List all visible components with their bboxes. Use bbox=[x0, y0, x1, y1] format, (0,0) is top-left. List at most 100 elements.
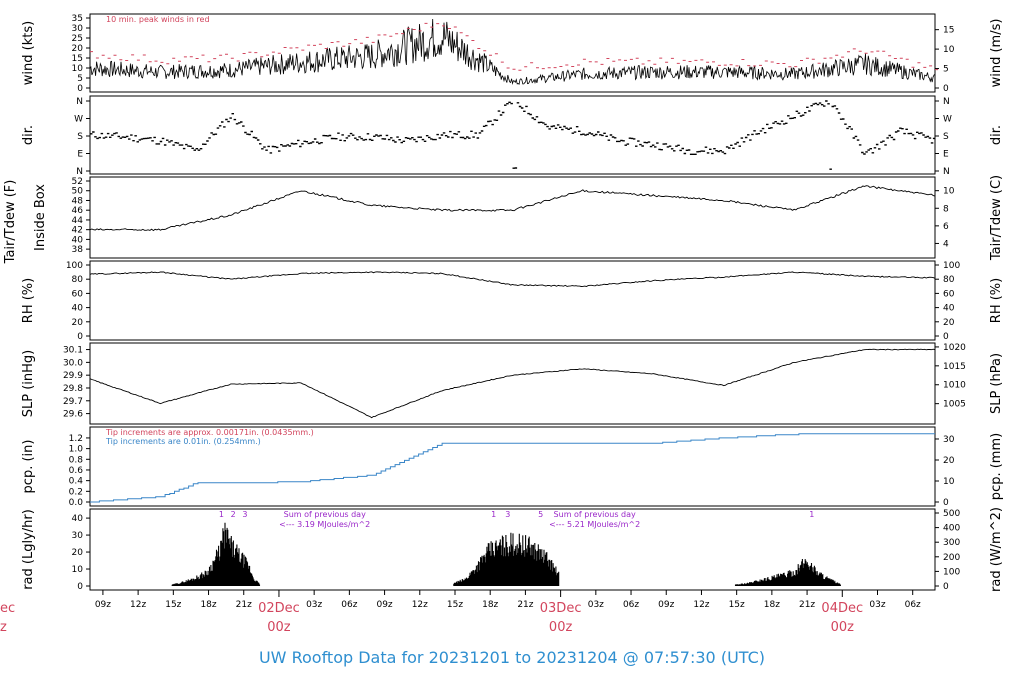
rad-left-tick-label: 0 bbox=[77, 582, 83, 592]
rh-left-tick-label: 60 bbox=[72, 289, 84, 299]
pcp-right-tick-label: 0 bbox=[943, 498, 949, 508]
wind-peak-series bbox=[90, 22, 938, 71]
x-tick-label: 21z bbox=[517, 600, 533, 610]
pcp-right-tick-label: 30 bbox=[943, 435, 955, 445]
pcp-left-tick-label: 0.0 bbox=[69, 498, 84, 508]
x-tick-label: 03z bbox=[869, 600, 885, 610]
pcp-right-tick-label: 20 bbox=[943, 456, 955, 466]
dir-right-tick-label: E bbox=[943, 150, 949, 160]
rad-summary-line1: Sum of previous day bbox=[284, 510, 366, 519]
dir-ylabel-right: dir. bbox=[989, 125, 1004, 145]
wind-right-tick-label: 0 bbox=[943, 84, 949, 94]
panel-frame-wind bbox=[89, 13, 936, 93]
slp-right-tick-label: 1020 bbox=[943, 343, 966, 353]
wind-left-tick-label: 30 bbox=[72, 24, 84, 34]
slp-right-tick-label: 1015 bbox=[943, 362, 966, 372]
rh-right-tick-label: 40 bbox=[943, 304, 955, 314]
wind-left-tick-label: 10 bbox=[72, 64, 84, 74]
rh-ylabel-right: RH (%) bbox=[989, 278, 1004, 323]
temp-ylabel-right: Tair/Tdew (C) bbox=[989, 175, 1004, 261]
x-day-label: 02Dec bbox=[258, 601, 300, 616]
slp-left-tick-label: 29.9 bbox=[63, 371, 83, 381]
rad-summary-line2: <--- 5.21 MJoules/m^2 bbox=[549, 520, 640, 529]
rad-summary-line1: Sum of previous day bbox=[554, 510, 636, 519]
rad-day-marker: 1 bbox=[219, 510, 224, 519]
panel-frame-rh bbox=[89, 260, 936, 341]
slp-ylabel-left: SLP (inHg) bbox=[21, 350, 36, 418]
dir-left-tick-label: N bbox=[76, 97, 83, 107]
slp-left-tick-label: 30.1 bbox=[63, 346, 83, 356]
wind-left-tick-label: 20 bbox=[72, 44, 84, 54]
rad-day-marker: 3 bbox=[242, 510, 247, 519]
rad-right-tick-label: 300 bbox=[943, 538, 960, 548]
rad-right-tick-label: 0 bbox=[943, 582, 949, 592]
rad-left-tick-label: 20 bbox=[72, 548, 84, 558]
temp-left-tick-label: 52 bbox=[72, 177, 83, 187]
x-day-hour-label-cut: z bbox=[0, 620, 7, 635]
rad-day-marker: 3 bbox=[505, 510, 510, 519]
rh-left-tick-label: 80 bbox=[72, 275, 84, 285]
x-day-label: 03Dec bbox=[540, 601, 582, 616]
wind-right-tick-label: 15 bbox=[943, 26, 954, 36]
x-tick-label: 12z bbox=[693, 600, 709, 610]
x-tick-label: 03z bbox=[306, 600, 322, 610]
rh-left-tick-label: 40 bbox=[72, 304, 84, 314]
temp-right-tick-label: 4 bbox=[943, 239, 949, 249]
rh-series bbox=[89, 271, 936, 287]
wind-left-tick-label: 15 bbox=[72, 54, 83, 64]
x-day-hour-label: 00z bbox=[549, 620, 573, 635]
precipitation-series bbox=[90, 433, 935, 503]
wind-right-tick-label: 5 bbox=[943, 65, 949, 75]
dir-right-tick-label: S bbox=[943, 132, 949, 142]
wind-peak-annotation: 10 min. peak winds in red bbox=[106, 15, 210, 24]
wind-left-tick-label: 0 bbox=[77, 84, 83, 94]
rh-right-tick-label: 60 bbox=[943, 289, 955, 299]
pcp-left-tick-label: 1.0 bbox=[69, 445, 84, 455]
pcp-right-tick-label: 10 bbox=[943, 477, 955, 487]
dir-left-tick-label: S bbox=[77, 132, 83, 142]
rh-left-tick-label: 20 bbox=[72, 318, 84, 328]
x-tick-label: 12z bbox=[130, 600, 146, 610]
x-tick-label: 15z bbox=[447, 600, 463, 610]
temp-left-tick-label: 40 bbox=[72, 235, 84, 245]
slp-left-tick-label: 29.8 bbox=[63, 384, 83, 394]
pcp-annotation-red: Tip increments are approx. 0.00171in. (0… bbox=[105, 428, 314, 437]
wind-direction-marks bbox=[90, 100, 936, 170]
x-tick-label: 06z bbox=[341, 600, 357, 610]
temp-left-tick-label: 46 bbox=[72, 206, 84, 216]
temp-left-tick-label: 50 bbox=[72, 187, 84, 197]
temp-right-tick-label: 10 bbox=[943, 187, 955, 197]
temp-right-tick-label: 6 bbox=[943, 222, 949, 232]
x-day-label: 04Dec bbox=[821, 601, 863, 616]
dir-right-tick-label: N bbox=[943, 167, 950, 177]
rad-right-tick-label: 500 bbox=[943, 509, 960, 519]
wind-right-tick-label: 10 bbox=[943, 45, 955, 55]
rad-right-tick-label: 200 bbox=[943, 553, 960, 563]
temp-series bbox=[89, 185, 936, 232]
x-tick-label: 18z bbox=[764, 600, 780, 610]
slp-right-tick-label: 1005 bbox=[943, 400, 966, 410]
wind-left-tick-label: 35 bbox=[72, 14, 83, 24]
pcp-ylabel-right: pcp. (mm) bbox=[989, 433, 1004, 500]
wind-left-tick-label: 5 bbox=[77, 74, 83, 84]
x-tick-label: 06z bbox=[623, 600, 639, 610]
rh-right-tick-label: 80 bbox=[943, 275, 955, 285]
temp-ylabel-left: Tair/Tdew (F) bbox=[3, 180, 18, 265]
rad-day-marker: 1 bbox=[809, 510, 814, 519]
x-tick-label: 15z bbox=[165, 600, 181, 610]
rad-day-marker: 1 bbox=[491, 510, 496, 519]
x-day-hour-label: 00z bbox=[831, 620, 855, 635]
rad-ylabel-right: rad (W/m^2) bbox=[989, 507, 1004, 592]
rad-left-tick-label: 30 bbox=[72, 531, 84, 541]
slp-series bbox=[89, 348, 936, 419]
rad-right-tick-label: 400 bbox=[943, 524, 960, 534]
panel-frame-slp bbox=[89, 342, 936, 425]
wind-ylabel-left: wind (kts) bbox=[21, 21, 36, 85]
x-tick-label: 06z bbox=[905, 600, 921, 610]
pcp-left-tick-label: 0.4 bbox=[69, 477, 84, 487]
wind-left-tick-label: 25 bbox=[72, 34, 83, 44]
dir-left-tick-label: W bbox=[74, 115, 83, 125]
temp-left-tick-label: 38 bbox=[72, 245, 84, 255]
rad-right-tick-label: 100 bbox=[943, 567, 960, 577]
